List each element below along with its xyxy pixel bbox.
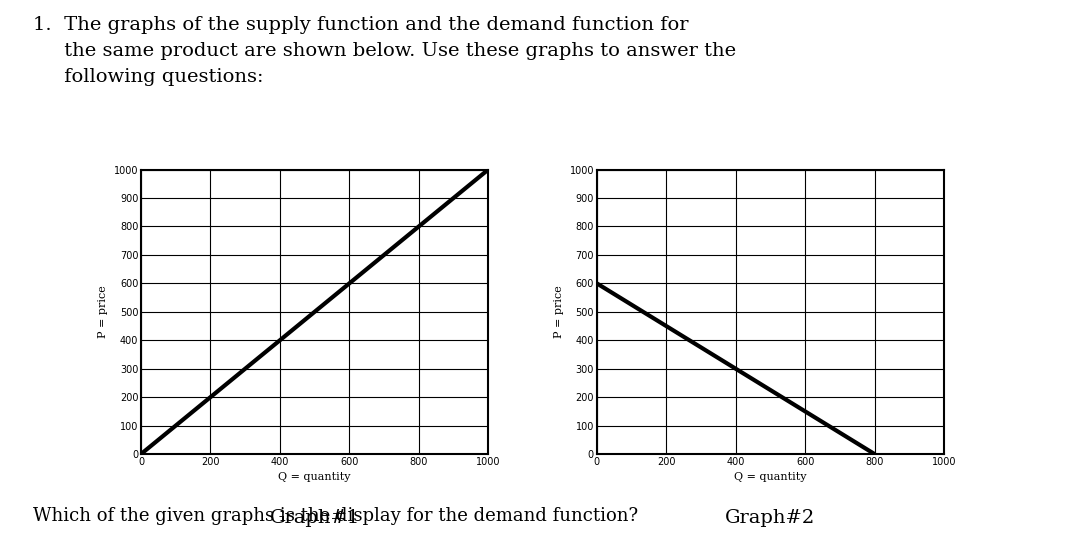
Text: Graph#2: Graph#2 [725, 509, 816, 527]
Y-axis label: P = price: P = price [99, 286, 109, 338]
Text: Graph#1: Graph#1 [269, 509, 360, 527]
Text: Which of the given graphs is the display for the demand function?: Which of the given graphs is the display… [33, 507, 638, 525]
Text: 1.  The graphs of the supply function and the demand function for
     the same : 1. The graphs of the supply function and… [33, 16, 736, 86]
X-axis label: Q = quantity: Q = quantity [735, 473, 806, 482]
Y-axis label: P = price: P = price [554, 286, 564, 338]
X-axis label: Q = quantity: Q = quantity [279, 473, 350, 482]
